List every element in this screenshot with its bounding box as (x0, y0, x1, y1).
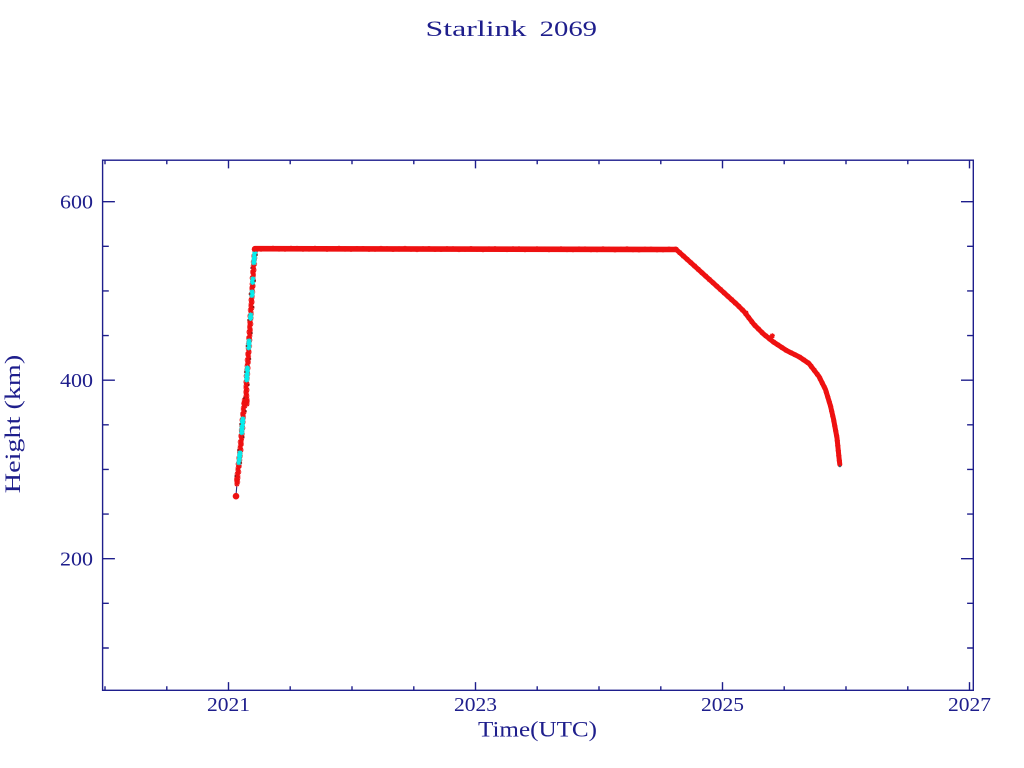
svg-text:200: 200 (60, 548, 93, 570)
svg-text:Height (km): Height (km) (0, 355, 25, 494)
svg-text:Starlink: Starlink (426, 16, 527, 41)
svg-text:2021: 2021 (207, 694, 250, 716)
svg-text:2027: 2027 (948, 694, 991, 716)
svg-text:Time(UTC): Time(UTC) (478, 717, 597, 742)
svg-text:2069: 2069 (540, 16, 597, 41)
svg-text:600: 600 (60, 191, 93, 213)
svg-text:2023: 2023 (454, 694, 497, 716)
svg-text:400: 400 (60, 370, 93, 392)
svg-text:2025: 2025 (701, 694, 744, 716)
